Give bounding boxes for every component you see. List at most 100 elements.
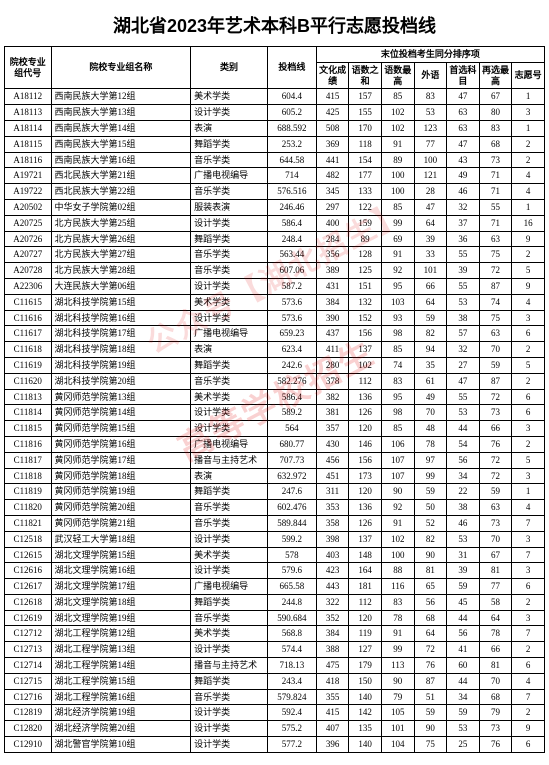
cell: 592.4 [267, 705, 316, 721]
cell: 85 [381, 89, 414, 105]
cell: 黄冈师范学院第15组 [51, 421, 191, 437]
cell: 北方民族大学第27组 [51, 247, 191, 263]
cell: 602.476 [267, 500, 316, 516]
cell: 146 [349, 436, 382, 452]
cell: 44 [447, 673, 480, 689]
cell: C12713 [5, 642, 52, 658]
cell: 34 [447, 689, 480, 705]
cell: 湖北工程学院第13组 [51, 642, 191, 658]
col-cat: 类别 [191, 47, 268, 89]
col-s5: 首选科目 [447, 62, 480, 89]
cell: 音乐学类 [191, 610, 268, 626]
table-row: A18115西南民族大学第15组舞蹈学类253.2369118917747682 [5, 136, 545, 152]
cell: 431 [316, 278, 349, 294]
cell: 63 [479, 500, 512, 516]
cell: 6 [512, 658, 545, 674]
table-row: A19721西北民族大学第21组广播电视编导714482177100121497… [5, 168, 545, 184]
cell: 280 [316, 357, 349, 373]
cell: 90 [381, 673, 414, 689]
cell: 623.4 [267, 342, 316, 358]
cell: 83 [381, 373, 414, 389]
cell: 2 [512, 373, 545, 389]
cell: 黄冈师范学院第18组 [51, 468, 191, 484]
cell: 60 [447, 658, 480, 674]
cell: 湖北科技学院第19组 [51, 357, 191, 373]
table-row: C11821黄冈师范学院第21组音乐学类589.8443581269152467… [5, 515, 545, 531]
cell: 177 [349, 168, 382, 184]
cell: 舞蹈学类 [191, 136, 268, 152]
cell: 63 [447, 105, 480, 121]
cell: 173 [349, 468, 382, 484]
cell: 577.2 [267, 737, 316, 753]
cell: 湖北科技学院第18组 [51, 342, 191, 358]
cell: 46 [447, 184, 480, 200]
cell: 72 [414, 642, 447, 658]
cell: 390 [316, 310, 349, 326]
cell: 89 [349, 231, 382, 247]
cell: 82 [414, 531, 447, 547]
cell: 297 [316, 199, 349, 215]
cell: C11821 [5, 515, 52, 531]
cell: 湖北经济学院第19组 [51, 705, 191, 721]
table-row: C11620湖北科技学院第20组音乐学类582.2763781128361478… [5, 373, 545, 389]
table-row: C11816黄冈师范学院第16组广播电视编导680.77430146106785… [5, 436, 545, 452]
cell: 57 [447, 326, 480, 342]
cell: 100 [381, 184, 414, 200]
cell: 美术学类 [191, 547, 268, 563]
cell: 156 [349, 326, 382, 342]
cell: 118 [349, 136, 382, 152]
cell: C11616 [5, 310, 52, 326]
cell: 126 [349, 515, 382, 531]
cell: 80 [479, 105, 512, 121]
cell: 74 [479, 294, 512, 310]
cell: 28 [414, 184, 447, 200]
table-row: C11618湖北科技学院第18组表演623.4411137859432702 [5, 342, 545, 358]
cell: 99 [381, 642, 414, 658]
cell: 396 [316, 737, 349, 753]
cell: 568.8 [267, 626, 316, 642]
cell: 586.4 [267, 389, 316, 405]
cell: 美术学类 [191, 89, 268, 105]
cell: 音乐学类 [191, 263, 268, 279]
cell: 430 [316, 436, 349, 452]
cell: 32 [447, 342, 480, 358]
cell: 美术学类 [191, 389, 268, 405]
cell: 75 [414, 737, 447, 753]
cell: 湖北科技学院第16组 [51, 310, 191, 326]
cell: C11615 [5, 294, 52, 310]
cell: 607.06 [267, 263, 316, 279]
cell: 31 [447, 547, 480, 563]
table-row: C11819黄冈师范学院第19组舞蹈学类247.6311120905922591 [5, 484, 545, 500]
cell: 设计学类 [191, 405, 268, 421]
cell: C12714 [5, 658, 52, 674]
cell: 音乐学类 [191, 500, 268, 516]
cell: 578 [267, 547, 316, 563]
cell: C11620 [5, 373, 52, 389]
cell: 湖北工程学院第14组 [51, 658, 191, 674]
cell: 68 [479, 136, 512, 152]
col-tie-group: 末位投档考生同分排序项 [316, 47, 544, 63]
cell: 644.58 [267, 152, 316, 168]
cell: 表演 [191, 468, 268, 484]
cell: 6 [512, 579, 545, 595]
cell: 2 [512, 247, 545, 263]
table-row: A19722西北民族大学第22组音乐学类576.5163451331002846… [5, 184, 545, 200]
cell: 设计学类 [191, 215, 268, 231]
cell: 358 [316, 515, 349, 531]
cell: 579.6 [267, 563, 316, 579]
cell: 音乐学类 [191, 373, 268, 389]
cell: 680.77 [267, 436, 316, 452]
cell: 482 [316, 168, 349, 184]
cell: 湖北科技学院第17组 [51, 326, 191, 342]
cell: 120 [349, 610, 382, 626]
table-row: C12820湖北经济学院第20组设计学类575.2407135101905373… [5, 721, 545, 737]
cell: 设计学类 [191, 721, 268, 737]
cell: 2 [512, 342, 545, 358]
cell: 73 [479, 405, 512, 421]
cell: 632.972 [267, 468, 316, 484]
cell: 451 [316, 468, 349, 484]
col-score: 投档线 [267, 47, 316, 89]
cell: 61 [414, 373, 447, 389]
cell: 设计学类 [191, 737, 268, 753]
cell: 384 [316, 294, 349, 310]
